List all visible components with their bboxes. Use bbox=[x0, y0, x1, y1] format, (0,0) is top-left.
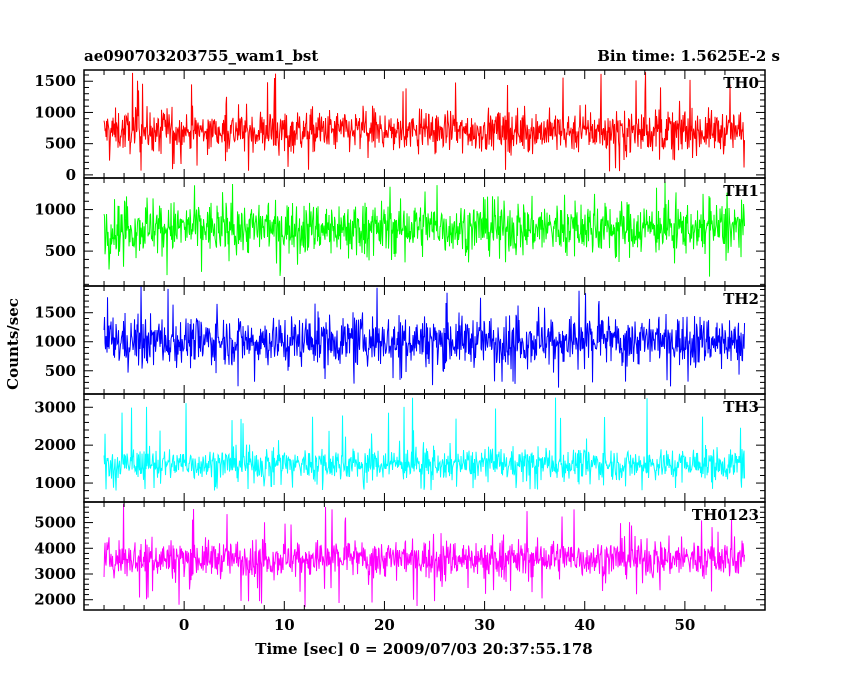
panel-label-th1: TH1 bbox=[723, 182, 759, 200]
x-tick-label: 0 bbox=[179, 616, 189, 634]
y-tick-label: 500 bbox=[45, 362, 76, 380]
panel-label-th2: TH2 bbox=[723, 290, 759, 308]
y-tick-label: 500 bbox=[45, 242, 76, 260]
panel-th1: 500 1000 TH1 bbox=[34, 177, 766, 287]
y-tick-label: 1000 bbox=[34, 201, 76, 219]
y-tick-label: 3000 bbox=[34, 398, 76, 416]
y-tick-label: 1500 bbox=[34, 304, 76, 322]
series-line-th0 bbox=[103, 72, 746, 172]
x-tick-label: 30 bbox=[474, 616, 495, 634]
panel-th2: 500 1000 1500 TH2 bbox=[34, 285, 766, 395]
series-line-th3 bbox=[103, 397, 746, 491]
y-tick-label: 500 bbox=[45, 135, 76, 153]
y-tick-label: 1000 bbox=[34, 474, 76, 492]
x-tick-label: 20 bbox=[374, 616, 395, 634]
y-tick-label: 1000 bbox=[34, 333, 76, 351]
y-tick-label: 1500 bbox=[34, 72, 76, 90]
y-tick-label: 0 bbox=[66, 166, 76, 184]
chart-subtitle: Bin time: 1.5625E-2 s bbox=[597, 47, 780, 65]
panel-label-th3: TH3 bbox=[723, 398, 759, 416]
panel-label-th0123: TH0123 bbox=[692, 506, 759, 524]
x-tick-label: 40 bbox=[574, 616, 595, 634]
x-tick-label: 50 bbox=[674, 616, 695, 634]
y-tick-label: 4000 bbox=[34, 539, 76, 557]
panel-th0123: 2000 3000 4000 5000 TH0123 bbox=[34, 501, 766, 611]
y-axis-label: Counts/sec bbox=[4, 298, 22, 390]
panel-label-th0: TH0 bbox=[723, 74, 759, 92]
panel-th0: 0 500 1000 1500 TH0 bbox=[34, 69, 766, 184]
y-tick-label: 2000 bbox=[34, 436, 76, 454]
x-axis-label: Time [sec] 0 = 2009/07/03 20:37:55.178 bbox=[255, 640, 592, 658]
chart-title: ae090703203755_wam1_bst bbox=[84, 47, 318, 65]
y-tick-label: 1000 bbox=[34, 103, 76, 121]
y-tick-label: 2000 bbox=[34, 591, 76, 609]
y-tick-label: 3000 bbox=[34, 565, 76, 583]
series-line-th0123 bbox=[103, 503, 746, 607]
panel-th3: 1000 2000 3000 TH3 bbox=[34, 393, 766, 503]
y-tick-label: 5000 bbox=[34, 514, 76, 532]
series-line-th1 bbox=[103, 181, 746, 277]
series-line-th2 bbox=[103, 286, 746, 388]
x-tick-label: 10 bbox=[274, 616, 295, 634]
